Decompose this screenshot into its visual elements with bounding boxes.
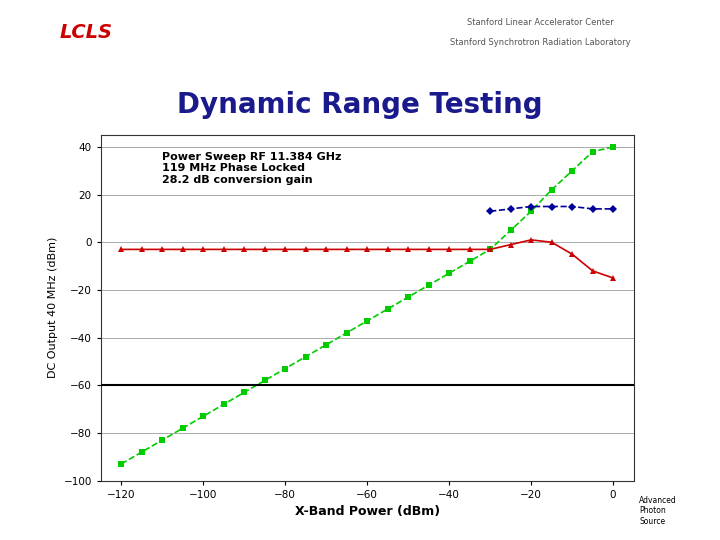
Text: Bob Lill: Bob Lill [504, 505, 544, 515]
Text: Dynamic Range Testing: Dynamic Range Testing [177, 91, 543, 119]
Text: Undulator Cavity BPM System Status: Undulator Cavity BPM System Status [14, 516, 246, 526]
Text: April 16, 2007: April 16, 2007 [14, 505, 93, 515]
Text: Stanford Linear Accelerator Center: Stanford Linear Accelerator Center [467, 18, 613, 27]
Text: Stanford Synchrotron Radiation Laboratory: Stanford Synchrotron Radiation Laborator… [450, 38, 630, 46]
Text: LCLS: LCLS [60, 23, 113, 42]
Y-axis label: DC Output 40 MHz (dBm): DC Output 40 MHz (dBm) [48, 237, 58, 379]
Text: Power Sweep RF 11.384 GHz
119 MHz Phase Locked
28.2 dB conversion gain: Power Sweep RF 11.384 GHz 119 MHz Phase … [162, 152, 342, 185]
Text: Advanced
Photon
Source: Advanced Photon Source [639, 496, 677, 526]
X-axis label: X-Band Power (dBm): X-Band Power (dBm) [294, 505, 440, 518]
Text: Blill@aps.anl.gov: Blill@aps.anl.gov [504, 516, 600, 526]
